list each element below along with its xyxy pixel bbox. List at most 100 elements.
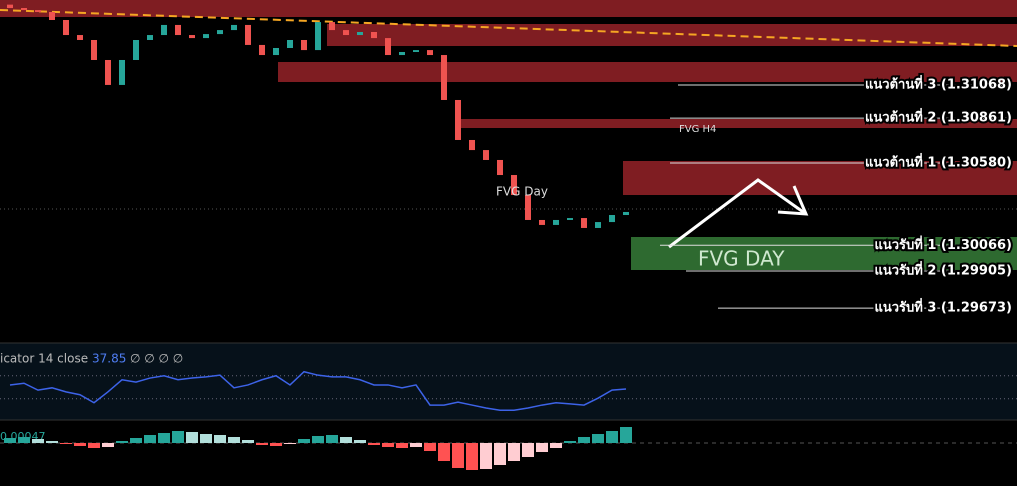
hist-bar [242,440,254,443]
candle [399,51,405,56]
hist-bar [578,437,590,443]
candle [553,219,559,225]
candle [455,99,461,140]
hist-bar [606,431,618,443]
level-label: แนวต้านที่ 1 (1.30580) [865,153,1012,171]
hist-bar [312,436,324,443]
candle [567,218,573,220]
candle [119,59,125,85]
hist-bar [130,438,142,443]
hist-bar [60,443,72,444]
arrow-head [777,185,809,216]
candle [217,30,223,35]
candle [385,38,391,56]
candle [427,50,433,56]
hist-bar [284,443,296,444]
level-label: แนวรับที่ 1 (1.30066) [874,235,1012,253]
hist-bar [158,433,170,443]
hist-bar [438,443,450,461]
candle [623,211,629,216]
candle [511,175,517,196]
hist-bar [200,434,212,443]
hist-bar [326,435,338,443]
hist-bar [88,443,100,448]
hist-bar [382,443,394,447]
hist-bar [270,443,282,446]
candle [469,139,475,151]
level-label: แนวรับที่ 3 (1.29673) [874,298,1012,316]
hist-bar [536,443,548,452]
hist-bar [368,443,380,445]
candle [483,150,489,160]
zone-label: FVG H4 [679,124,716,135]
candle [329,22,335,31]
zone [623,161,1017,195]
arrow [668,178,807,249]
candle [357,31,363,36]
candle [371,31,377,39]
candle [21,7,27,11]
hist-bar [424,443,436,451]
hist-bar [172,431,184,443]
hist-bar [522,443,534,457]
hist-bar [144,435,156,443]
hist-bar [186,432,198,443]
hist-bar [396,443,408,448]
candle [133,39,139,60]
hist-bar [480,443,492,469]
candle [595,222,601,228]
candle [525,195,531,220]
hist-bar [214,435,226,443]
hist-bar [494,443,506,465]
hist-bar [550,443,562,448]
hist-bar [102,443,114,447]
trend-line [0,9,1017,47]
candle [259,44,265,56]
hist-bar [4,438,16,443]
candle [343,30,349,36]
hist-bar [228,437,240,443]
candle [245,24,251,45]
zone-label: FVG Day [496,185,548,199]
hist-bar [340,437,352,443]
rsi-pane [0,343,1017,420]
hist-bar [32,439,44,443]
hist-bar [354,440,366,443]
candle [539,219,545,225]
candle [161,24,167,36]
candle [441,55,447,100]
zone [631,237,1017,270]
hist-bar [508,443,520,461]
candle [175,24,181,36]
hist-bar [410,443,422,447]
candle [63,19,69,36]
hist-bar [592,434,604,443]
zone [0,0,1017,17]
candle [105,59,111,85]
rsi-line [9,370,627,411]
candle [49,11,55,20]
candle [581,218,587,228]
hist-bar [620,427,632,443]
hist-bar [298,439,310,443]
candle [413,50,419,52]
hist-bar [256,443,268,445]
candle [147,35,153,40]
zone-label: FVG DAY [698,247,785,271]
level-label: แนวต้านที่ 2 (1.30861) [865,108,1012,126]
hist-bar [452,443,464,468]
candle [315,22,321,51]
candle [203,34,209,39]
zone [455,119,1017,128]
candle [189,35,195,39]
hist-bar [564,441,576,443]
hist-bar [74,443,86,446]
hist-bar [466,443,478,470]
hist-bar [18,437,30,443]
level-label: แนวรับที่ 2 (1.29905) [874,261,1012,279]
candle [287,39,293,48]
candle [301,39,307,51]
candle [497,159,503,176]
